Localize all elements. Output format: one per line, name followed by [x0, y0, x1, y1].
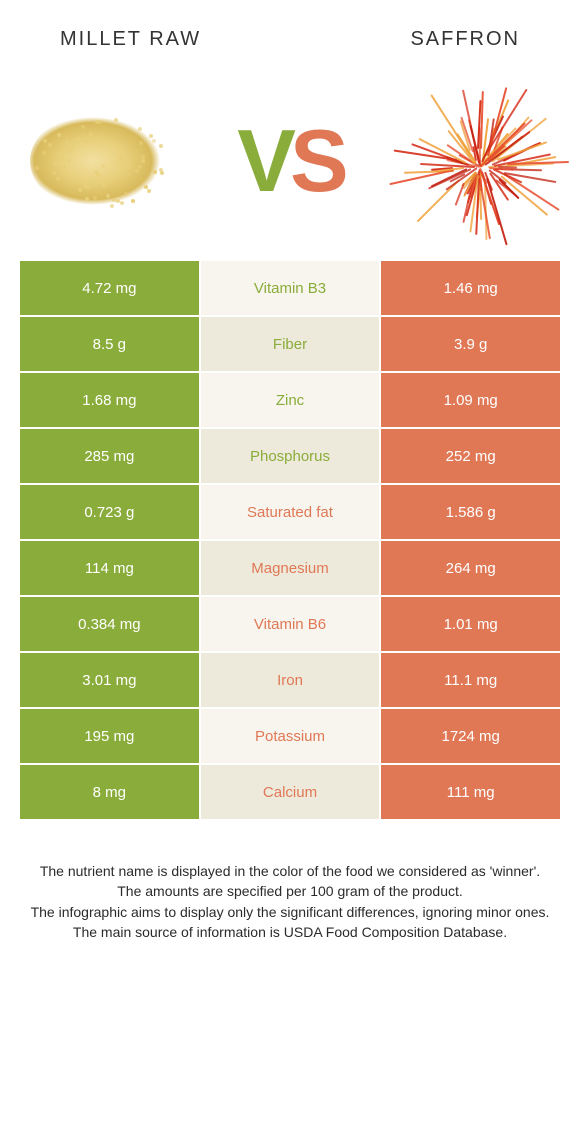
- table-row: 195 mgPotassium1724 mg: [20, 709, 560, 765]
- right-value: 1.01 mg: [381, 597, 560, 651]
- table-row: 114 mgMagnesium264 mg: [20, 541, 560, 597]
- nutrient-label: Zinc: [201, 373, 382, 427]
- nutrient-label: Saturated fat: [201, 485, 382, 539]
- right-value: 1.46 mg: [381, 261, 560, 315]
- table-row: 4.72 mgVitamin B31.46 mg: [20, 261, 560, 317]
- right-value: 11.1 mg: [381, 653, 560, 707]
- left-value: 3.01 mg: [20, 653, 201, 707]
- nutrient-label: Phosphorus: [201, 429, 382, 483]
- left-value: 8 mg: [20, 765, 201, 819]
- left-value: 4.72 mg: [20, 261, 201, 315]
- right-value: 1724 mg: [381, 709, 560, 763]
- footnote-line: The main source of information is USDA F…: [30, 922, 550, 942]
- footnote-line: The infographic aims to display only the…: [30, 902, 550, 922]
- table-row: 8.5 gFiber3.9 g: [20, 317, 560, 373]
- nutrient-label: Iron: [201, 653, 382, 707]
- table-row: 285 mgPhosphorus252 mg: [20, 429, 560, 485]
- table-row: 8 mgCalcium111 mg: [20, 765, 560, 821]
- right-food-title: Saffron: [410, 28, 520, 51]
- footnotes: The nutrient name is displayed in the co…: [0, 861, 580, 942]
- table-row: 3.01 mgIron11.1 mg: [20, 653, 560, 709]
- right-value: 264 mg: [381, 541, 560, 595]
- left-value: 1.68 mg: [20, 373, 201, 427]
- nutrient-label: Calcium: [201, 765, 382, 819]
- table-row: 0.384 mgVitamin B61.01 mg: [20, 597, 560, 653]
- nutrient-label: Fiber: [201, 317, 382, 371]
- right-value: 111 mg: [381, 765, 560, 819]
- right-value: 1.586 g: [381, 485, 560, 539]
- vs-badge: VS: [237, 110, 342, 212]
- right-value: 3.9 g: [381, 317, 560, 371]
- table-row: 0.723 gSaturated fat1.586 g: [20, 485, 560, 541]
- millet-image: [20, 96, 180, 226]
- nutrient-table: 4.72 mgVitamin B31.46 mg8.5 gFiber3.9 g1…: [20, 261, 560, 821]
- vs-letter-s: S: [290, 111, 343, 210]
- nutrient-label: Vitamin B3: [201, 261, 382, 315]
- footnote-line: The amounts are specified per 100 gram o…: [30, 881, 550, 901]
- left-food-title: Millet raw: [60, 28, 201, 51]
- left-value: 114 mg: [20, 541, 201, 595]
- left-value: 8.5 g: [20, 317, 201, 371]
- left-value: 195 mg: [20, 709, 201, 763]
- left-value: 285 mg: [20, 429, 201, 483]
- table-row: 1.68 mgZinc1.09 mg: [20, 373, 560, 429]
- vs-letter-v: V: [237, 111, 290, 210]
- right-value: 1.09 mg: [381, 373, 560, 427]
- visuals-row: VS: [0, 71, 580, 251]
- nutrient-label: Magnesium: [201, 541, 382, 595]
- saffron-image: [400, 106, 560, 216]
- nutrient-label: Potassium: [201, 709, 382, 763]
- nutrient-label: Vitamin B6: [201, 597, 382, 651]
- header: Millet raw Saffron: [0, 0, 580, 51]
- left-value: 0.384 mg: [20, 597, 201, 651]
- left-value: 0.723 g: [20, 485, 201, 539]
- right-value: 252 mg: [381, 429, 560, 483]
- footnote-line: The nutrient name is displayed in the co…: [30, 861, 550, 881]
